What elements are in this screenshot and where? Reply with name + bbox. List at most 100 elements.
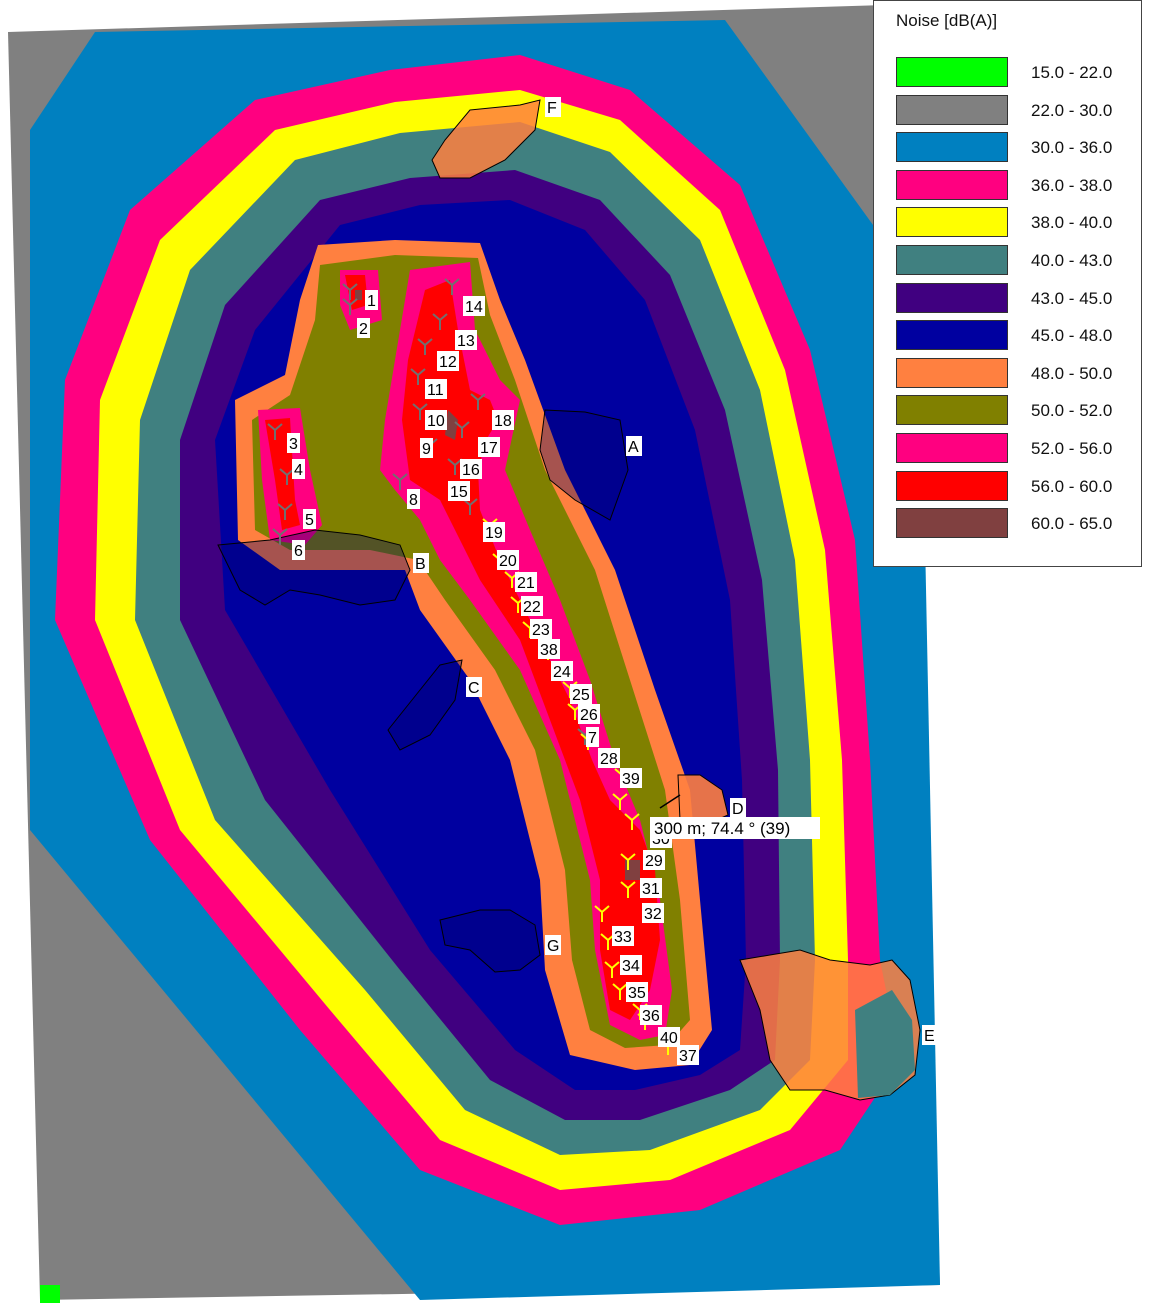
- measurement-annotation: 300 m; 74.4 ° (39): [650, 794, 820, 839]
- svg-text:17: 17: [480, 440, 498, 457]
- measurement-label: 300 m; 74.4 ° (39): [654, 819, 790, 838]
- legend-item: 36.0 - 38.0: [896, 169, 1136, 202]
- svg-text:14: 14: [465, 299, 483, 316]
- turbine-label: 18: [492, 410, 514, 430]
- legend-swatch: [896, 94, 1008, 125]
- legend-item: 45.0 - 48.0: [896, 320, 1136, 352]
- turbine-label: 8: [407, 489, 420, 509]
- svg-text:16: 16: [462, 462, 480, 479]
- noise-contour: [445, 410, 458, 440]
- area-outline: [431, 99, 541, 179]
- turbine-label: 20: [497, 550, 519, 570]
- legend-swatch: [896, 470, 1008, 501]
- svg-text:19: 19: [485, 525, 503, 542]
- turbine-label: 34: [620, 955, 642, 975]
- area-labels: A B C D E F G: [413, 97, 938, 1045]
- svg-text:32: 32: [644, 906, 662, 923]
- turbine-label: 31: [640, 878, 662, 898]
- turbine-label: 22: [521, 596, 543, 616]
- turbine-label: 4: [292, 459, 305, 479]
- turbine-label: 11: [425, 379, 447, 399]
- svg-text:10: 10: [427, 413, 445, 430]
- legend-label: 22.0 - 30.0: [1031, 100, 1113, 120]
- svg-text:31: 31: [642, 881, 660, 898]
- turbine-label: 26: [578, 704, 600, 724]
- turbine-icon: [432, 313, 448, 330]
- svg-text:2: 2: [359, 321, 368, 338]
- turbine-label: 3: [287, 433, 300, 453]
- svg-text:24: 24: [553, 664, 571, 681]
- legend-swatch: [896, 433, 1008, 463]
- turbine-label: 16: [460, 459, 482, 479]
- legend-item: 15.0 - 22.0: [896, 57, 1136, 89]
- svg-text:26: 26: [580, 707, 598, 724]
- turbine-icon: [604, 961, 620, 978]
- svg-text:40: 40: [660, 1030, 678, 1047]
- svg-text:E: E: [924, 1028, 935, 1045]
- svg-text:25: 25: [572, 687, 590, 704]
- svg-text:15: 15: [450, 484, 468, 501]
- turbine-label: 10: [425, 410, 447, 430]
- legend-label: 50.0 - 52.0: [1031, 401, 1113, 421]
- legend-swatch: [896, 132, 1008, 163]
- legend-label: 43.0 - 45.0: [1031, 288, 1113, 308]
- svg-text:11: 11: [427, 382, 444, 399]
- noise-legend: Noise [dB(A)] 15.0 - 22.0 22.0 - 30.0 30.0…: [873, 0, 1142, 567]
- noise-contours: [8, 5, 940, 1303]
- legend-swatch: [896, 357, 1008, 388]
- turbine-label: 24: [551, 661, 573, 681]
- legend-label: 38.0 - 40.0: [1031, 213, 1113, 233]
- legend-swatch: [896, 207, 1008, 238]
- legend-label: 45.0 - 48.0: [1031, 326, 1113, 346]
- turbine-label: 17: [478, 437, 500, 457]
- legend-swatch: [896, 508, 1008, 539]
- area-outline: [855, 990, 915, 1098]
- turbine-icon: [620, 853, 636, 870]
- svg-text:22: 22: [523, 599, 541, 616]
- noise-contour: [252, 255, 690, 1048]
- turbine-label: 37: [677, 1045, 699, 1065]
- svg-text:29: 29: [645, 853, 663, 870]
- legend-item: 30.0 - 36.0: [896, 132, 1136, 164]
- turbine-label: 38: [538, 639, 560, 659]
- legend-label: 40.0 - 43.0: [1031, 251, 1113, 270]
- turbine-label: 35: [626, 982, 648, 1002]
- legend-swatch: [896, 169, 1008, 200]
- turbine-icon: [624, 813, 640, 830]
- svg-text:G: G: [547, 938, 559, 955]
- turbine-icon: [444, 278, 460, 295]
- turbine-label: 21: [515, 572, 537, 592]
- turbine-label: 9: [420, 438, 433, 458]
- legend-item: 38.0 - 40.0: [896, 207, 1136, 239]
- legend-title: Noise [dB(A)]: [896, 11, 998, 30]
- legend-label: 15.0 - 22.0: [1031, 63, 1113, 82]
- legend-label: 56.0 - 60.0: [1031, 476, 1113, 496]
- turbine-label: 19: [483, 522, 505, 542]
- legend-label: 48.0 - 50.0: [1031, 363, 1113, 383]
- legend-swatch: [896, 395, 1008, 426]
- svg-text:5: 5: [305, 512, 314, 529]
- svg-text:21: 21: [517, 575, 535, 592]
- area-label: E: [922, 1025, 938, 1045]
- svg-text:34: 34: [622, 958, 640, 975]
- legend-label: 36.0 - 38.0: [1031, 175, 1113, 195]
- svg-text:35: 35: [628, 985, 646, 1002]
- svg-text:33: 33: [614, 929, 632, 946]
- area-label: C: [466, 677, 482, 697]
- turbine-icon: [342, 298, 358, 315]
- turbine-icon: [342, 283, 358, 300]
- turbine-label: 15: [448, 481, 470, 501]
- svg-text:B: B: [415, 556, 426, 573]
- svg-text:20: 20: [499, 553, 517, 570]
- area-label: B: [413, 553, 429, 573]
- turbine-label: 36: [640, 1005, 662, 1025]
- turbine-icon: [612, 983, 628, 1000]
- svg-text:C: C: [468, 680, 480, 697]
- svg-text:F: F: [547, 100, 557, 117]
- area-label: D: [730, 798, 746, 818]
- area-outlines: [217, 99, 921, 1101]
- legend-swatch: [896, 282, 1008, 313]
- turbine-icon: [267, 423, 283, 440]
- turbine-icon: [620, 881, 636, 898]
- legend-item: 40.0 - 43.0: [896, 245, 1136, 277]
